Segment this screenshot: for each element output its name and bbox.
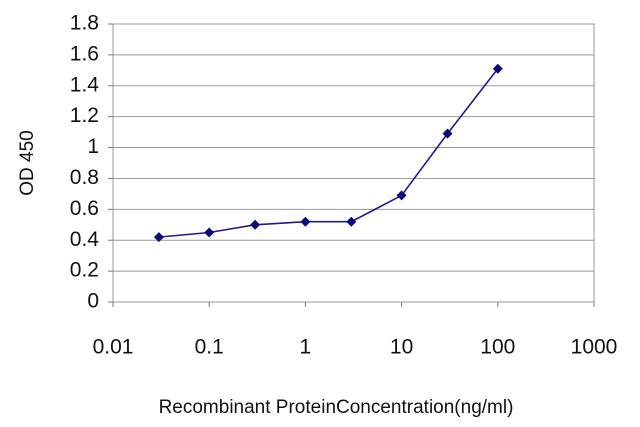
plot-frame bbox=[112, 23, 595, 303]
marker bbox=[250, 219, 261, 230]
x-tick-label: 1000 bbox=[571, 336, 618, 359]
y-tick-label: 0.8 bbox=[70, 166, 99, 189]
marker bbox=[346, 216, 357, 227]
y-axis-title: OD 450 bbox=[17, 130, 38, 195]
y-tick-label: 0.6 bbox=[70, 197, 99, 220]
marker bbox=[442, 128, 453, 139]
marker bbox=[396, 190, 407, 201]
data-line bbox=[158, 68, 499, 238]
x-tick-label: 1 bbox=[300, 336, 312, 359]
x-tick-label: 0.1 bbox=[195, 336, 224, 359]
y-tick-label: 0 bbox=[87, 290, 99, 313]
y-tick-label: 0.4 bbox=[70, 228, 100, 251]
marker bbox=[300, 216, 311, 227]
y-tick-label: 1.2 bbox=[70, 104, 99, 127]
y-tick-label: 1.4 bbox=[70, 73, 100, 96]
y-tick-label: 0.2 bbox=[70, 259, 99, 282]
marker bbox=[153, 232, 164, 243]
y-tick-label: 1.8 bbox=[70, 12, 99, 35]
x-tick-label: 10 bbox=[390, 336, 413, 359]
marker bbox=[492, 63, 503, 74]
y-tick-label: 1 bbox=[87, 135, 99, 158]
marker bbox=[204, 227, 215, 238]
x-tick-label: 100 bbox=[480, 336, 515, 359]
y-tick-label: 1.6 bbox=[70, 42, 99, 65]
x-axis-title: Recombinant ProteinConcentration(ng/ml) bbox=[159, 397, 514, 418]
x-tick-label: 0.01 bbox=[93, 336, 134, 359]
